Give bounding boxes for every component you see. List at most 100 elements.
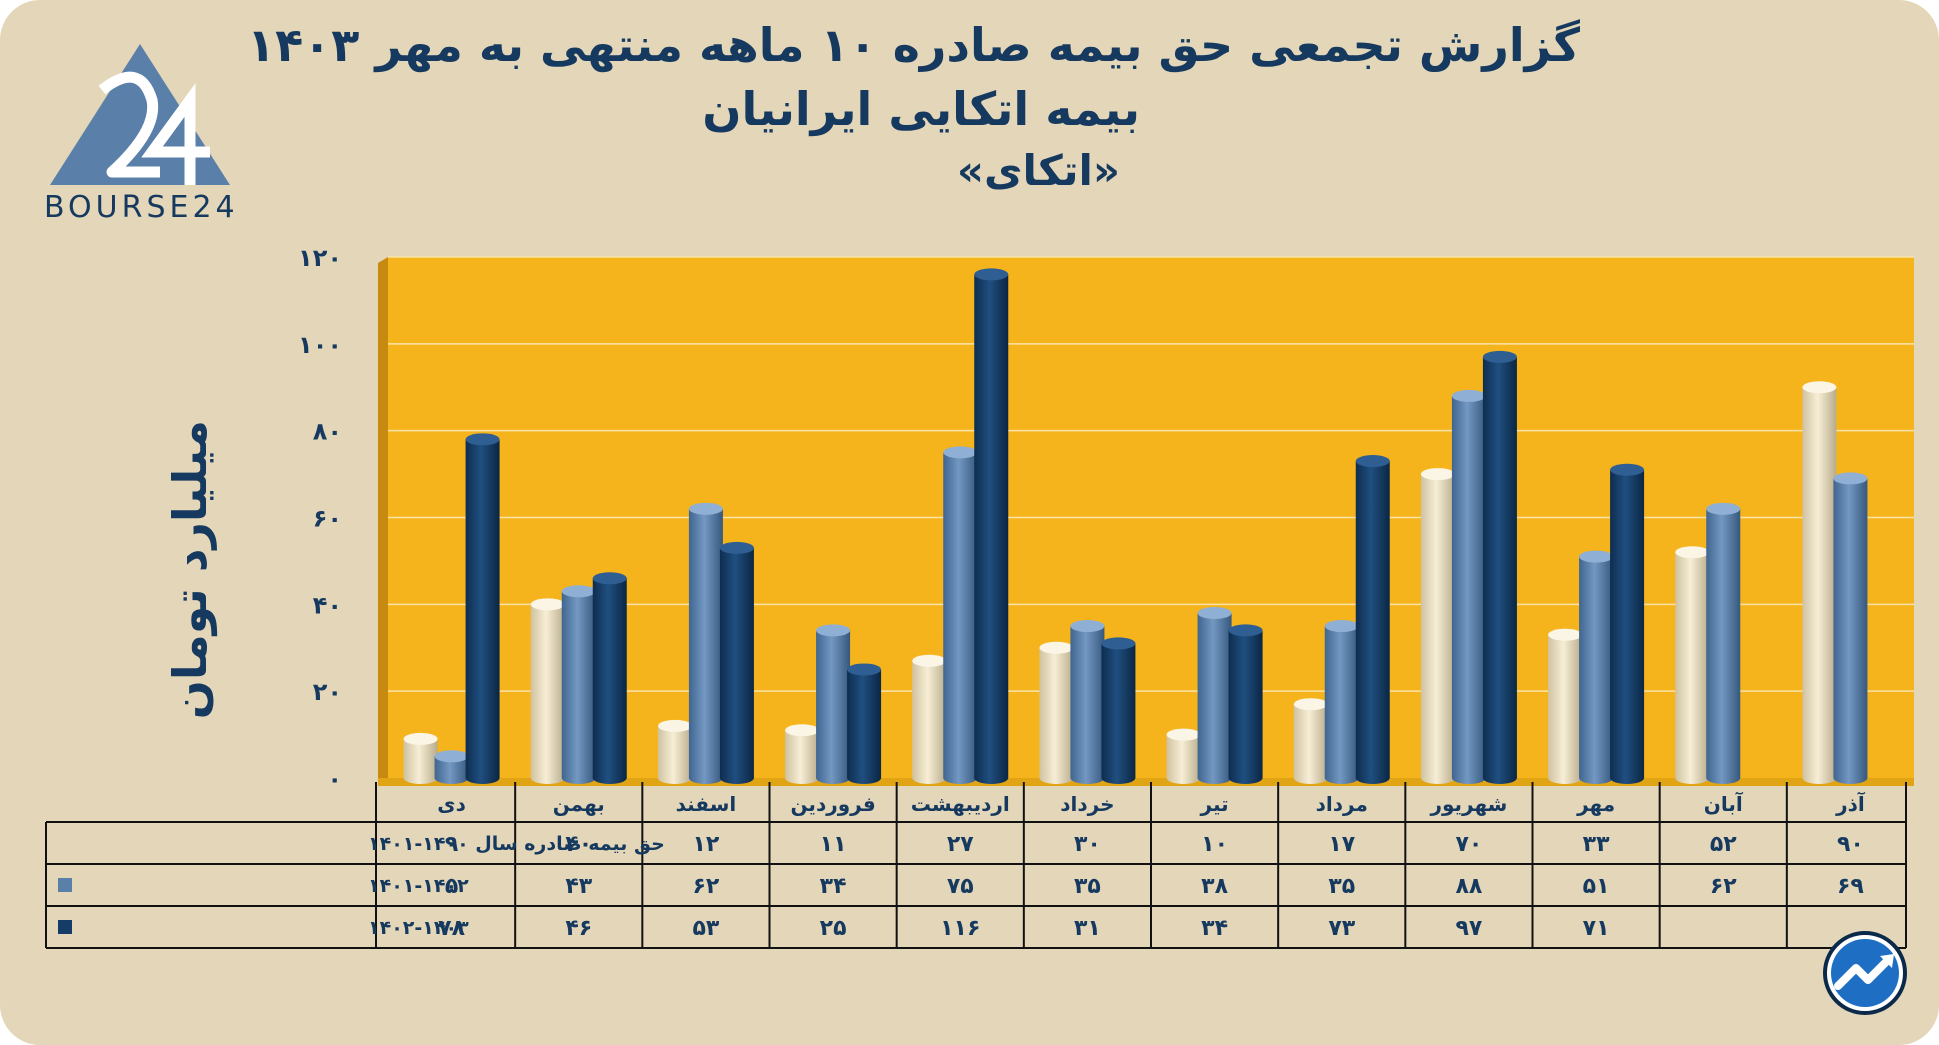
data-label: ۵۱ xyxy=(1583,874,1610,899)
bar-top xyxy=(657,719,692,732)
bar-base xyxy=(943,772,978,784)
data-label: ۳۰ xyxy=(1074,832,1101,857)
bar-top xyxy=(943,446,978,459)
y-tick-label: ۱۰۰ xyxy=(298,331,342,359)
bar-top xyxy=(1324,620,1359,633)
data-label: ۳۴ xyxy=(820,874,847,899)
bar-body xyxy=(847,669,882,778)
bar-body xyxy=(1706,508,1741,778)
bar-top xyxy=(1675,546,1710,559)
bar-body xyxy=(403,738,438,778)
data-label: ۹۰ xyxy=(1837,832,1864,857)
bar xyxy=(1420,468,1455,784)
bar xyxy=(1166,728,1201,784)
data-label: ۶۹ xyxy=(1837,874,1864,899)
bar-body xyxy=(974,274,1009,778)
bar-body xyxy=(1420,474,1455,778)
data-label: ۱۰ xyxy=(1201,832,1228,857)
bar-base xyxy=(1293,772,1328,784)
category-label: بهمن xyxy=(553,792,605,816)
bar-top xyxy=(785,724,820,737)
bar-top xyxy=(1228,624,1263,637)
bar-body xyxy=(1197,613,1232,778)
bar-body xyxy=(816,630,851,778)
bar xyxy=(816,624,851,784)
bar-base xyxy=(785,772,820,784)
data-label: ۴۳ xyxy=(565,874,592,899)
bar xyxy=(912,654,947,784)
bar xyxy=(688,502,723,784)
bar-body xyxy=(1293,704,1328,778)
bar-top xyxy=(1420,468,1455,481)
category-label: مرداد xyxy=(1316,792,1368,816)
bar xyxy=(1548,628,1583,784)
bar-base xyxy=(465,772,500,784)
bar-top xyxy=(1579,550,1614,563)
data-label: ۳۴ xyxy=(1201,916,1228,941)
data-label: ۲۷ xyxy=(947,832,974,857)
data-label: ۱۱ xyxy=(820,832,847,857)
data-label: ۳۳ xyxy=(1583,832,1610,857)
bar xyxy=(785,724,820,784)
bar-top xyxy=(974,268,1009,281)
bar-base xyxy=(561,772,596,784)
bar-top xyxy=(592,572,627,585)
data-label: ۱۲ xyxy=(692,832,719,857)
data-label: ۵ xyxy=(445,874,458,899)
data-label: ۵۲ xyxy=(1710,832,1737,857)
bar-base xyxy=(1802,772,1837,784)
legend-swatch xyxy=(58,920,72,934)
bar xyxy=(657,719,692,784)
category-label: اسفند xyxy=(676,792,737,816)
category-label: خرداد xyxy=(1060,792,1114,816)
bar-body xyxy=(719,547,754,778)
bar-body xyxy=(1610,469,1645,778)
bar-base xyxy=(592,772,627,784)
data-label: ۱۷ xyxy=(1328,832,1355,857)
data-label: ۱۱۶ xyxy=(940,916,980,941)
series-label: ۱۴۰۱-۱۴۰۲ xyxy=(368,875,469,897)
logo-text: BOURSE24 xyxy=(44,190,239,225)
bar-body xyxy=(530,604,565,778)
bar-body xyxy=(785,730,820,778)
bar-top xyxy=(1548,628,1583,641)
bar xyxy=(1802,381,1837,784)
bar-body xyxy=(1166,734,1201,778)
bar-body xyxy=(1228,630,1263,778)
y-tick-label: ۰ xyxy=(327,765,342,793)
y-tick-label: ۶۰ xyxy=(313,505,342,533)
category-label: آبان xyxy=(1704,791,1744,816)
data-label: ۷۱ xyxy=(1583,916,1610,941)
chart-title: گزارش تجمعی حق بیمه صادره ۱۰ ماهه منتهی … xyxy=(247,18,1580,72)
bar-top xyxy=(1706,502,1741,515)
bar-top xyxy=(1451,389,1486,402)
bar-body xyxy=(465,439,500,778)
bar-base xyxy=(1355,772,1390,784)
bar-base xyxy=(1610,772,1645,784)
bar-body xyxy=(912,660,947,778)
bar-body xyxy=(1548,634,1583,778)
bar-base xyxy=(719,772,754,784)
bar xyxy=(1324,620,1359,784)
bar xyxy=(592,572,627,784)
data-label: ۸۸ xyxy=(1455,874,1482,899)
bar xyxy=(434,750,469,784)
series-label: حق بیمه صادره سال ۱۴۰۰-۱۴۰۱ xyxy=(368,833,665,855)
category-label: تیر xyxy=(1200,792,1229,816)
bar-base xyxy=(1706,772,1741,784)
bar-base xyxy=(434,772,469,784)
bar-body xyxy=(1675,552,1710,778)
data-label: ۷۸ xyxy=(438,916,465,941)
bar-top xyxy=(1101,637,1136,650)
bar xyxy=(1039,641,1074,784)
bar xyxy=(847,663,882,784)
bar-base xyxy=(1482,772,1517,784)
data-label: ۶۲ xyxy=(692,874,719,899)
bar-base xyxy=(1675,772,1710,784)
bar-base xyxy=(1451,772,1486,784)
bar xyxy=(1101,637,1136,784)
category-label: اردیبهشت xyxy=(911,792,1010,816)
bar-body xyxy=(1101,643,1136,778)
